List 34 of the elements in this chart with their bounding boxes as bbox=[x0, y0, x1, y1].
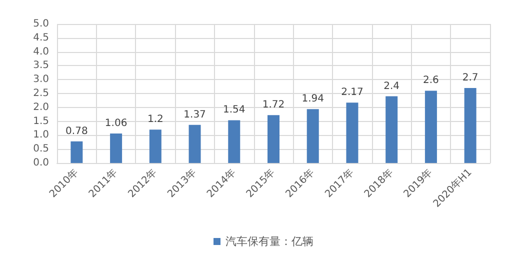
data-label: 1.2 bbox=[147, 114, 164, 126]
bar bbox=[424, 90, 437, 163]
y-tick-label: 1.5 bbox=[33, 116, 49, 127]
y-tick-label: 4.0 bbox=[33, 46, 49, 58]
bar bbox=[110, 134, 122, 163]
y-tick-label: 4.5 bbox=[33, 32, 49, 44]
bar bbox=[306, 109, 319, 163]
data-label: 1.54 bbox=[223, 104, 246, 116]
data-label: 2.4 bbox=[384, 80, 400, 92]
bar bbox=[188, 124, 201, 163]
y-tick-label: 0.0 bbox=[33, 158, 49, 168]
bar bbox=[464, 88, 476, 163]
bar bbox=[346, 102, 358, 163]
data-label: 2.6 bbox=[423, 75, 439, 86]
y-tick-label: 3.5 bbox=[33, 60, 49, 72]
bar bbox=[149, 130, 162, 163]
y-tick-label: 0.5 bbox=[33, 144, 49, 155]
bar bbox=[268, 115, 280, 163]
data-label: 1.72 bbox=[262, 100, 285, 111]
legend-label: 汽车保有量：亿辆 bbox=[226, 235, 314, 248]
y-tick-label: 5.0 bbox=[33, 18, 49, 30]
data-label: 2.7 bbox=[462, 72, 478, 84]
y-tick-label: 3.0 bbox=[33, 74, 49, 86]
data-label: 1.06 bbox=[104, 118, 128, 130]
data-label: 1.37 bbox=[184, 109, 206, 120]
data-label: 1.94 bbox=[302, 94, 324, 105]
data-label: 2.17 bbox=[341, 87, 364, 98]
y-tick-label: 2.5 bbox=[33, 88, 49, 99]
bar bbox=[228, 120, 240, 163]
y-tick-label: 1.0 bbox=[33, 130, 49, 141]
data-label: 0.78 bbox=[66, 126, 88, 137]
bar bbox=[70, 141, 83, 163]
y-tick-label: 2.0 bbox=[33, 102, 49, 113]
bar bbox=[386, 96, 398, 163]
